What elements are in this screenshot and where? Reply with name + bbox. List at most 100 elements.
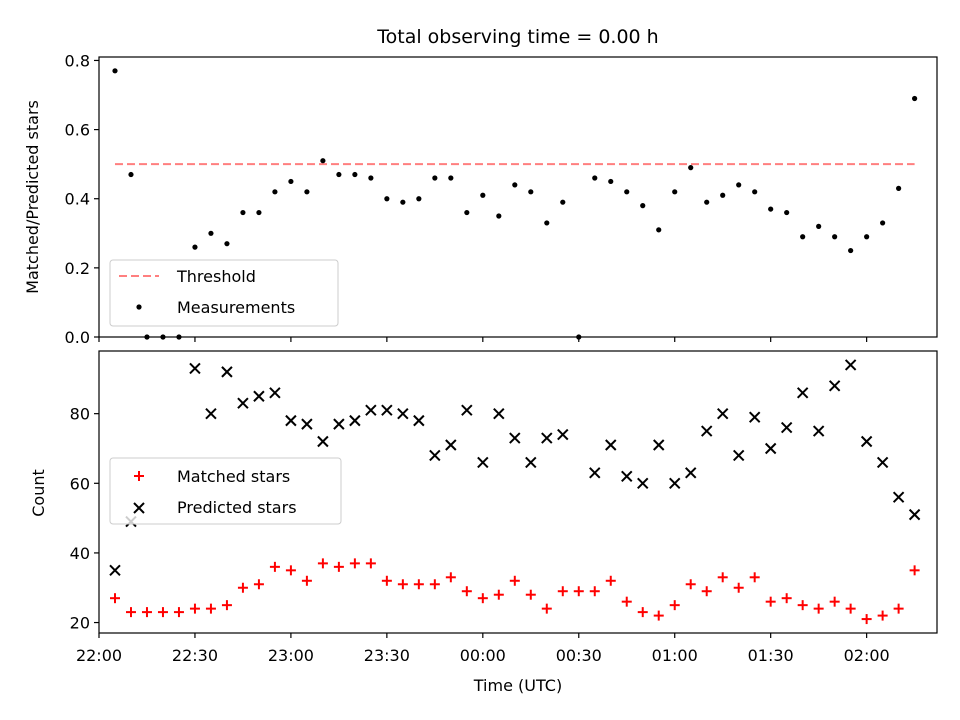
- predicted-star-point: [109, 564, 121, 577]
- matched-star-point: [797, 600, 808, 611]
- cross-stroke: [269, 387, 281, 399]
- x-tick-label: 01:00: [652, 646, 698, 665]
- top-y-tick-label: 0.0: [65, 328, 90, 347]
- matched-star-point: [253, 579, 264, 590]
- cross-stroke: [413, 414, 425, 427]
- cross-stroke: [461, 404, 473, 416]
- predicted-star-point: [621, 470, 633, 483]
- matched-star-point: [909, 565, 920, 576]
- measurement-point: [912, 95, 918, 102]
- bottom-y-tick-label: 60: [70, 474, 90, 493]
- measurement-point: [256, 209, 262, 216]
- measurement-point: [480, 192, 486, 198]
- matched-star-point: [333, 561, 344, 572]
- predicted-star-point: [477, 456, 489, 469]
- matched-star-point: [589, 586, 600, 597]
- predicted-star-point: [509, 432, 521, 444]
- measurement-point: [720, 192, 726, 198]
- measurement-point: [464, 209, 470, 216]
- legend-threshold-label: Threshold: [176, 267, 256, 286]
- cross-stroke: [653, 439, 665, 451]
- predicted-star-point: [493, 407, 505, 420]
- predicted-star-point: [653, 439, 665, 451]
- cross-stroke: [780, 421, 793, 434]
- cross-stroke: [589, 467, 601, 479]
- predicted-star-point: [221, 366, 233, 378]
- measurement-point: [656, 227, 662, 233]
- cross-stroke: [892, 491, 905, 503]
- predicted-star-point: [269, 387, 281, 399]
- matched-star-point: [125, 607, 136, 618]
- cross-stroke: [205, 407, 217, 420]
- cross-stroke: [349, 414, 361, 427]
- predicted-star-point: [381, 404, 393, 416]
- predicted-star-point: [876, 456, 889, 469]
- matched-star-point: [157, 607, 168, 618]
- measurement-point: [560, 199, 566, 205]
- measurement-point: [512, 182, 518, 188]
- cross-stroke: [333, 418, 345, 430]
- matched-star-point: [173, 607, 184, 618]
- measurement-point: [688, 165, 694, 171]
- cross-stroke: [748, 411, 761, 423]
- cross-stroke: [221, 366, 233, 378]
- cross-stroke: [397, 407, 409, 420]
- cross-stroke: [477, 456, 489, 469]
- predicted-star-point: [317, 435, 329, 448]
- matched-star-point: [669, 600, 680, 611]
- top-y-tick-label: 0.4: [65, 190, 90, 209]
- x-axis-label: Time (UTC): [473, 676, 562, 695]
- matched-star-point: [301, 575, 312, 586]
- predicted-star-point: [525, 456, 537, 469]
- matched-star-point: [541, 603, 552, 614]
- matched-star-point: [477, 593, 488, 604]
- measurement-point: [624, 189, 630, 195]
- matched-star-point: [749, 572, 760, 583]
- top-plot-frame: [98, 56, 938, 338]
- cross-stroke: [812, 425, 825, 437]
- predicted-star-point: [701, 425, 713, 437]
- predicted-star-point: [333, 418, 345, 430]
- measurement-point: [816, 223, 822, 229]
- matched-star-point: [717, 572, 728, 583]
- bottom-y-tick-label: 20: [70, 614, 90, 633]
- cross-stroke: [860, 435, 873, 448]
- cross-stroke: [764, 442, 777, 455]
- matched-star-point: [493, 589, 504, 600]
- legend-measurements-swatch: [136, 304, 142, 310]
- predicted-star-point: [189, 362, 201, 375]
- matched-star-point: [877, 610, 888, 621]
- measurement-point: [240, 209, 246, 216]
- measurement-point: [800, 234, 806, 240]
- matched-star-point: [205, 603, 216, 614]
- matched-star-point: [701, 586, 712, 597]
- cross-stroke: [133, 502, 145, 514]
- cross-stroke: [732, 449, 745, 462]
- predicted-star-point: [541, 432, 553, 444]
- bottom-plot-frame: [98, 350, 938, 634]
- matched-star-point: [221, 600, 232, 611]
- cross-stroke: [557, 428, 569, 441]
- predicted-star-point: [685, 467, 697, 479]
- cross-stroke: [525, 456, 537, 469]
- cross-stroke: [509, 432, 521, 444]
- top-y-axis-label: Matched/Predicted stars: [23, 100, 42, 294]
- predicted-star-point: [764, 442, 777, 455]
- predicted-star-point: [301, 418, 313, 430]
- measurement-point: [288, 178, 294, 185]
- predicted-star-point: [669, 477, 681, 490]
- legend-matched-swatch: [134, 471, 144, 481]
- measurement-point: [496, 213, 502, 219]
- measurement-point: [592, 175, 598, 181]
- matched-star-point: [557, 586, 568, 597]
- matched-star-point: [685, 579, 696, 590]
- legend-predicted-swatch: [133, 502, 145, 514]
- x-tick-label: 00:30: [556, 646, 602, 665]
- measurement-point: [880, 220, 886, 226]
- bottom-legend: Matched stars Predicted stars: [109, 457, 342, 525]
- x-tick-label: 00:00: [460, 646, 506, 665]
- predicted-star-point: [413, 414, 425, 427]
- measurement-point: [384, 196, 390, 202]
- cross-stroke: [685, 467, 697, 479]
